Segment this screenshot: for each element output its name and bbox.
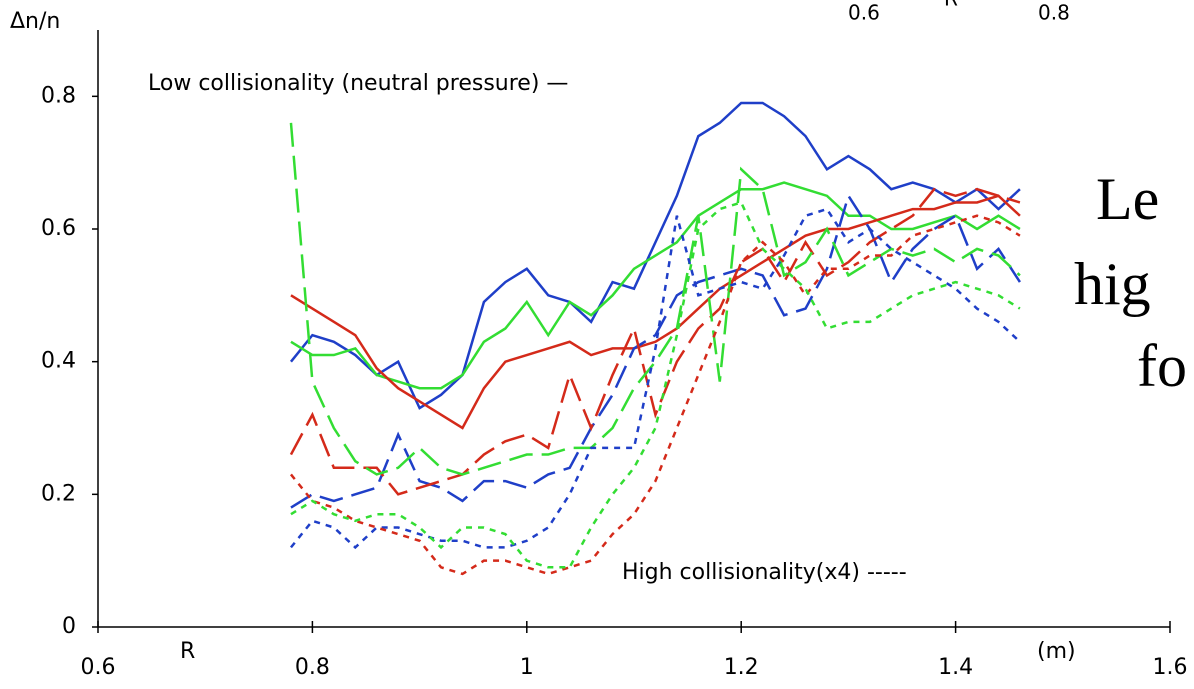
y-tick-label: 0.6 <box>41 216 76 241</box>
x-tick-label: 1 <box>520 655 534 680</box>
y-tick-label: 0 <box>62 614 76 639</box>
y-tick-label: 0.8 <box>41 83 76 108</box>
series-line <box>289 207 1021 550</box>
x-tick-label: 1.6 <box>1153 655 1188 680</box>
cropped-text: R <box>944 0 958 11</box>
series-line <box>290 194 1021 430</box>
y-axis-label: Δn/n <box>10 9 60 34</box>
x-tick-label: 0.8 <box>295 655 330 680</box>
series-line <box>289 122 1021 476</box>
series-line <box>290 181 1021 390</box>
series-line <box>289 101 1021 410</box>
cropped-text: 0.8 <box>1038 1 1070 25</box>
x-tick-label: 1.2 <box>724 655 759 680</box>
x-axis-label: R <box>180 639 195 664</box>
series-line <box>289 187 1021 496</box>
cropped-text: Le <box>1096 166 1159 232</box>
series-line <box>290 200 1021 569</box>
cropped-text: fo <box>1137 333 1187 399</box>
x-axis-unit: (m) <box>1037 639 1076 664</box>
annotation: Low collisionality (neutral pressure) — <box>148 71 568 96</box>
x-tick-label: 0.6 <box>81 655 116 680</box>
cropped-text: 0.6 <box>848 1 880 25</box>
x-tick-label: 1.4 <box>938 655 973 680</box>
series-line <box>290 192 1021 509</box>
series-line <box>289 214 1021 576</box>
y-tick-label: 0.4 <box>41 349 76 374</box>
y-tick-label: 0.2 <box>41 481 76 506</box>
cropped-text: hig <box>1074 251 1151 317</box>
annotation: High collisionality(x4) ----- <box>622 560 907 585</box>
